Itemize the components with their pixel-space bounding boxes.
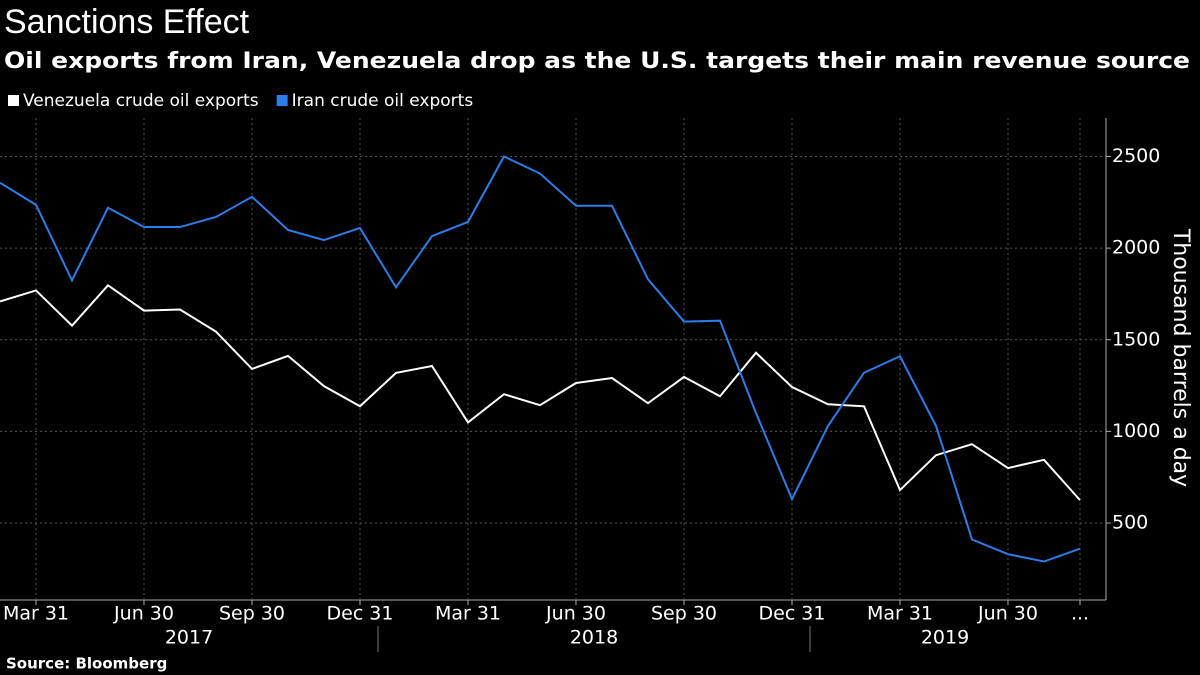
y-axis-label: Thousand barrels a day — [1168, 228, 1193, 487]
line-series — [0, 283, 1081, 501]
x-tick-label: Mar 31 — [3, 603, 69, 625]
y-tick-label: 2000 — [1112, 237, 1160, 259]
x-tick-label: Jun 30 — [113, 603, 174, 625]
x-group-label: 2018 — [570, 627, 618, 649]
x-tick-label: ... — [1071, 603, 1089, 625]
x-tick-label: Jun 30 — [977, 603, 1038, 625]
x-group-label: 2017 — [165, 627, 213, 649]
y-tick-label: 500 — [1112, 512, 1148, 534]
x-group-label: 2019 — [921, 627, 969, 649]
legend-label: Iran crude oil exports — [292, 91, 474, 111]
legend-swatch — [8, 95, 19, 106]
y-tick-label: 1500 — [1112, 328, 1160, 350]
legend-label: Venezuela crude oil exports — [23, 91, 259, 111]
x-tick-label: Dec 31 — [327, 603, 394, 625]
x-tick-label: Jun 30 — [545, 603, 606, 625]
chart-title: Sanctions Effect — [4, 3, 250, 41]
y-tick-label: 1000 — [1112, 420, 1160, 442]
x-tick-label: Mar 31 — [435, 603, 501, 625]
line-series — [0, 155, 1081, 563]
chart-subtitle: Oil exports from Iran, Venezuela drop as… — [4, 49, 1190, 74]
x-tick-label: Sep 30 — [651, 603, 717, 625]
source: Source: Bloomberg — [6, 655, 167, 673]
legend-swatch — [276, 95, 288, 106]
x-tick-label: Dec 31 — [759, 603, 826, 625]
y-tick-label: 2500 — [1112, 145, 1160, 167]
x-tick-label: Sep 30 — [219, 603, 285, 625]
x-tick-label: Mar 31 — [867, 603, 933, 625]
